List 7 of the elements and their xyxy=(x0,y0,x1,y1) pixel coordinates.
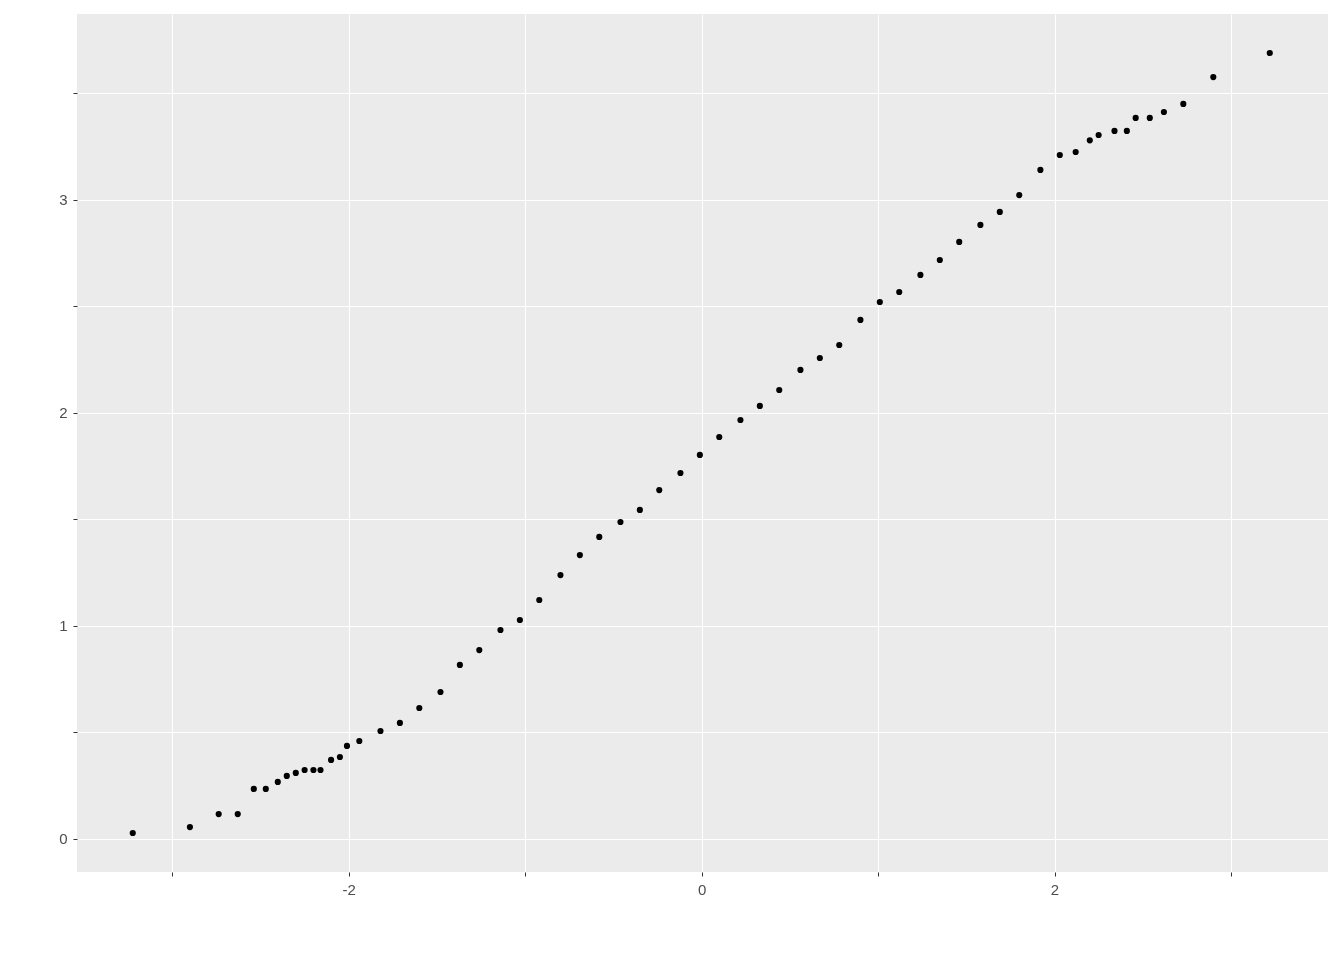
x-tick-label: 2 xyxy=(1050,880,1060,898)
y-tick-label: 3 xyxy=(59,191,68,209)
y-tick-label: 2 xyxy=(59,404,68,422)
y-tick-label: 0 xyxy=(59,830,68,848)
x-tick-label: 0 xyxy=(697,880,707,898)
x-tick-label: -2 xyxy=(342,880,356,898)
y-tick-label: 1 xyxy=(59,617,68,635)
